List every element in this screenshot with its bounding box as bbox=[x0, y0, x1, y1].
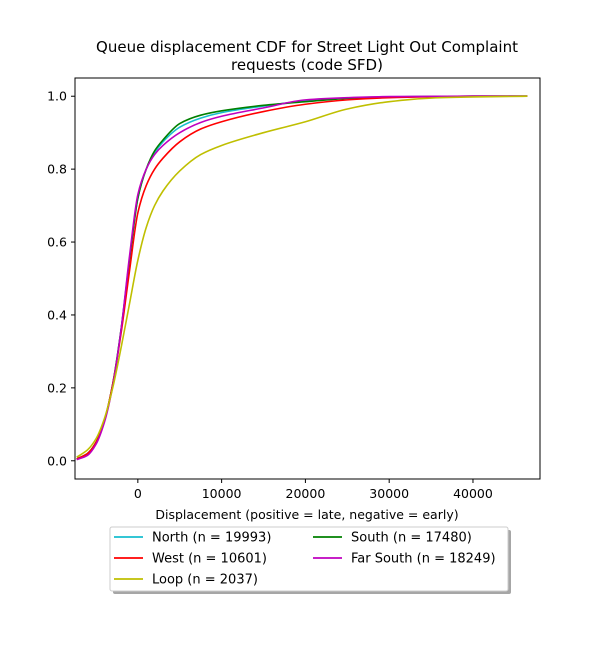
legend-label-far-south: Far South (n = 18249) bbox=[351, 552, 496, 567]
y-tick-label: 1.0 bbox=[47, 89, 67, 104]
x-axis-label: Displacement (positive = late, negative … bbox=[155, 507, 458, 522]
chart-title: Queue displacement CDF for Street Light … bbox=[96, 38, 518, 74]
x-tick-label: 30000 bbox=[369, 486, 409, 501]
series-line-far-south bbox=[76, 95, 528, 461]
y-tick-label: 0.4 bbox=[47, 307, 67, 322]
x-axis: 0 10000 20000 30000 40000 bbox=[134, 479, 493, 501]
legend-label-west: West (n = 10601) bbox=[152, 552, 267, 567]
x-tick-label: 20000 bbox=[286, 486, 326, 501]
series-lines bbox=[76, 95, 528, 461]
legend-label-north: North (n = 19993) bbox=[152, 531, 271, 546]
chart-title-line-2: requests (code SFD) bbox=[231, 56, 383, 74]
y-tick-label: 0.6 bbox=[47, 235, 67, 250]
y-tick-label: 0.2 bbox=[47, 380, 67, 395]
y-tick-label: 0.8 bbox=[47, 162, 67, 177]
legend-label-south: South (n = 17480) bbox=[351, 531, 472, 546]
plot-area bbox=[74, 77, 541, 480]
plot-frame bbox=[74, 77, 541, 480]
legend-box bbox=[109, 526, 509, 592]
y-tick-label: 0.0 bbox=[47, 453, 67, 468]
chart-title-line-1: Queue displacement CDF for Street Light … bbox=[96, 38, 518, 56]
x-tick-label: 10000 bbox=[202, 486, 242, 501]
series-line-loop bbox=[76, 95, 528, 458]
x-tick-label: 0 bbox=[134, 486, 142, 501]
x-tick-label: 40000 bbox=[453, 486, 493, 501]
y-axis: 0.0 0.2 0.4 0.6 0.8 1.0 bbox=[47, 89, 75, 468]
legend: North (n = 19993) South (n = 17480) West (… bbox=[109, 526, 511, 594]
legend-label-loop: Loop (n = 2037) bbox=[152, 573, 258, 588]
